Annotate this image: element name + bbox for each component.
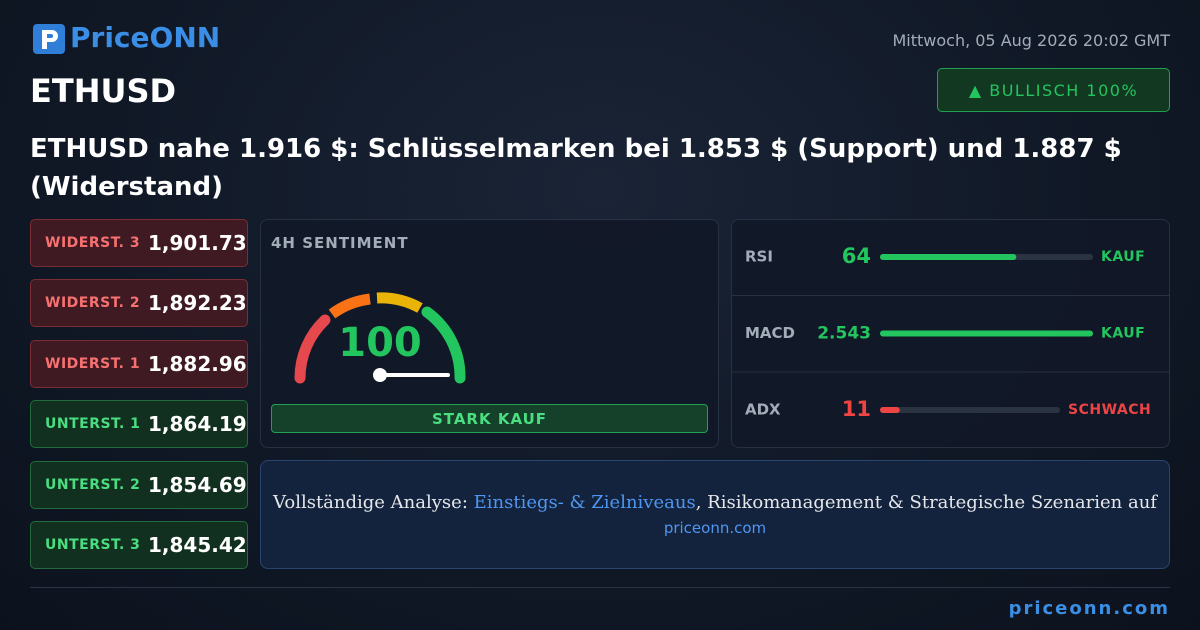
indicator-signal: KAUF bbox=[1101, 249, 1145, 265]
level-box: UNTERST. 1 1,864.19 bbox=[30, 400, 248, 449]
date: Mittwoch, 05 Aug 2026 20:02 GMT bbox=[892, 31, 1170, 50]
indicator-name: RSI bbox=[745, 248, 773, 266]
symbol: ETHUSD bbox=[30, 72, 177, 110]
gauge: 100 bbox=[294, 292, 466, 384]
level-value: 1,892.23 bbox=[148, 291, 247, 316]
level-value: 1,901.73 bbox=[148, 231, 247, 255]
level-value: 1,864.19 bbox=[148, 412, 247, 437]
level-value: 1,845.42 bbox=[148, 533, 247, 557]
headline: ETHUSD nahe 1.916 $: Schlüsselmarken bei… bbox=[30, 134, 1122, 202]
level-label: WIDERST. 2 bbox=[45, 295, 141, 312]
level-label: UNTERST. 1 bbox=[45, 416, 141, 433]
cta-suffix: , Risikomanagement & Strategische Szenar… bbox=[695, 492, 1157, 513]
indicator-rows: RSI 64 KAUF MACD 2.543 KAUF ADX 11 SCHWACH bbox=[732, 244, 1169, 421]
level-label: WIDERST. 3 bbox=[45, 235, 141, 251]
level-box: UNTERST. 3 1,845.42 bbox=[30, 521, 248, 569]
cta-link[interactable]: Einstiegs- & Zielniveaus bbox=[473, 492, 696, 513]
indicator-bar bbox=[880, 254, 1017, 260]
level-value: 1,882.96 bbox=[148, 351, 247, 376]
cta-url[interactable]: priceonn.com bbox=[663, 519, 767, 537]
cta-panel: Vollständige Analyse: Einstiegs- & Zieln… bbox=[260, 460, 1170, 569]
indicator-bar bbox=[880, 330, 1093, 337]
indicator-value: 2.543 bbox=[817, 324, 871, 344]
level-label: UNTERST. 3 bbox=[45, 537, 141, 553]
level-box: WIDERST. 3 1,901.73 bbox=[30, 219, 248, 267]
indicator-signal: KAUF bbox=[1101, 326, 1145, 342]
sentiment-badge: ▲ BULLISCH 100% bbox=[937, 68, 1170, 112]
indicator-bar bbox=[880, 407, 900, 413]
indicator-value: 64 bbox=[842, 244, 871, 268]
gauge-value: 100 bbox=[338, 320, 422, 366]
sentiment-signal: STARK KAUF bbox=[271, 404, 708, 433]
level-box: UNTERST. 2 1,854.69 bbox=[30, 460, 248, 509]
logo-text: PriceONN bbox=[70, 21, 221, 54]
level-value: 1,854.69 bbox=[148, 472, 247, 497]
divider bbox=[30, 587, 1170, 588]
cta-prefix: Vollständige Analyse: bbox=[273, 492, 474, 513]
level-box: WIDERST. 1 1,882.96 bbox=[30, 339, 248, 388]
indicator-name: MACD bbox=[745, 324, 795, 342]
logo-icon bbox=[33, 24, 65, 54]
level-label: WIDERST. 1 bbox=[45, 355, 141, 372]
indicator-track bbox=[880, 407, 1060, 413]
gauge-hub bbox=[373, 368, 387, 382]
sentiment-title: 4H SENTIMENT bbox=[271, 234, 409, 252]
level-box: WIDERST. 2 1,892.23 bbox=[30, 279, 248, 328]
footer-url[interactable]: priceonn.com bbox=[1008, 598, 1170, 619]
indicator-value: 11 bbox=[842, 397, 871, 421]
cta-line: Vollständige Analyse: Einstiegs- & Zieln… bbox=[261, 492, 1169, 513]
indicator-name: ADX bbox=[745, 401, 781, 419]
indicator-signal: SCHWACH bbox=[1068, 402, 1151, 418]
level-label: UNTERST. 2 bbox=[45, 476, 141, 493]
